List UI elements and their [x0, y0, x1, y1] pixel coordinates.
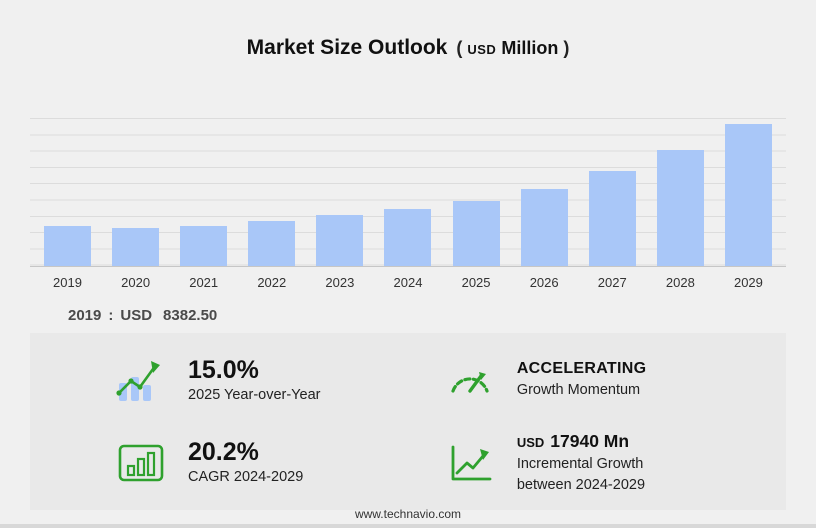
stat-cagr-label: CAGR 2024-2029	[188, 469, 304, 486]
stat-cagr-text: 20.2% CAGR 2024-2029	[188, 439, 303, 486]
bar-2028	[656, 149, 704, 266]
bar-2025	[452, 200, 500, 266]
stat-yoy-text: 15.0% 2025 Year-over-Year	[188, 355, 321, 404]
bar-2023	[316, 214, 364, 266]
unit-paren-open: (	[456, 38, 463, 58]
note-separator: :	[108, 307, 114, 324]
x-axis-labels: 2019 2020 2021 2022 2023 2024 2025 2026 2027 2028…	[30, 275, 786, 290]
x-label-2024: 2024	[393, 275, 423, 290]
stat-yoy: 15.0% 2025 Year-over-Year	[114, 339, 443, 422]
website-link: www.technavio.com	[354, 507, 462, 521]
x-label-2029: 2029	[733, 275, 763, 290]
x-label-2023: 2023	[325, 275, 355, 290]
stat-momentum-value: ACCELERATING	[516, 360, 647, 378]
stat-incremental-label-line1: Incremental Growth	[516, 456, 644, 473]
bottom-strip	[0, 524, 816, 528]
bar-2020	[112, 228, 160, 266]
unit-paren-close: )	[563, 38, 570, 58]
bar-2019	[44, 225, 91, 266]
market-size-chart: 2019 2020 2021 2022 2023 2024 2025 2026 2027 2028…	[30, 118, 786, 290]
note-year: 2019	[68, 307, 102, 324]
stat-incremental: USD 17940 Mn Incremental Growth between …	[443, 422, 756, 505]
unit-currency: USD	[467, 42, 497, 57]
stat-cagr-value: 20.2%	[188, 438, 259, 467]
stat-incremental-text: USD 17940 Mn Incremental Growth between …	[517, 431, 645, 494]
stat-momentum-label: Growth Momentum	[516, 382, 641, 399]
x-label-2022: 2022	[257, 275, 287, 290]
bar-chart-growth-icon	[114, 356, 168, 404]
bar-2029	[724, 123, 772, 266]
stats-panel: 15.0% 2025 Year-over-Year ACCELERATING G…	[30, 333, 786, 510]
stat-cagr: 20.2% CAGR 2024-2029	[114, 422, 443, 505]
x-label-2019: 2019	[53, 275, 82, 290]
x-label-2025: 2025	[461, 275, 491, 290]
stat-momentum-text: ACCELERATING Growth Momentum	[516, 360, 647, 399]
x-label-2026: 2026	[529, 275, 559, 290]
bar-2022	[248, 220, 296, 266]
stat-yoy-label: 2025 Year-over-Year	[188, 386, 321, 403]
bar-2027	[588, 171, 636, 266]
x-label-2020: 2020	[121, 275, 151, 290]
stat-incremental-value: 17940 Mn	[550, 431, 630, 452]
stat-yoy-value: 15.0%	[188, 355, 259, 384]
stat-incremental-label-line2: between 2024-2029	[516, 477, 646, 494]
stat-incremental-currency: USD	[516, 435, 545, 451]
stat-momentum: ACCELERATING Growth Momentum	[443, 339, 756, 422]
bar-2024	[384, 209, 432, 266]
page-title: Market Size Outlook	[246, 36, 448, 59]
x-label-2028: 2028	[665, 275, 695, 290]
stat-incremental-value-row: USD 17940 Mn	[517, 431, 645, 452]
chart-header: Market Size Outlook ( USD Million )	[0, 36, 816, 60]
trend-axis-icon	[443, 441, 497, 485]
bar-plot	[30, 118, 786, 267]
x-label-2027: 2027	[597, 275, 627, 290]
note-value: 8382.50	[163, 307, 218, 324]
note-currency: USD	[120, 307, 153, 324]
baseline-note: 2019 : USD 8382.50	[68, 307, 217, 324]
bars	[30, 118, 786, 266]
x-label-2021: 2021	[189, 275, 219, 290]
bar-2026	[520, 189, 568, 266]
unit-label: ( USD Million )	[456, 38, 569, 59]
boxed-bar-chart-icon	[114, 441, 168, 485]
bar-2021	[180, 225, 228, 266]
speedometer-icon	[443, 360, 497, 400]
unit-word: Million	[501, 38, 559, 58]
